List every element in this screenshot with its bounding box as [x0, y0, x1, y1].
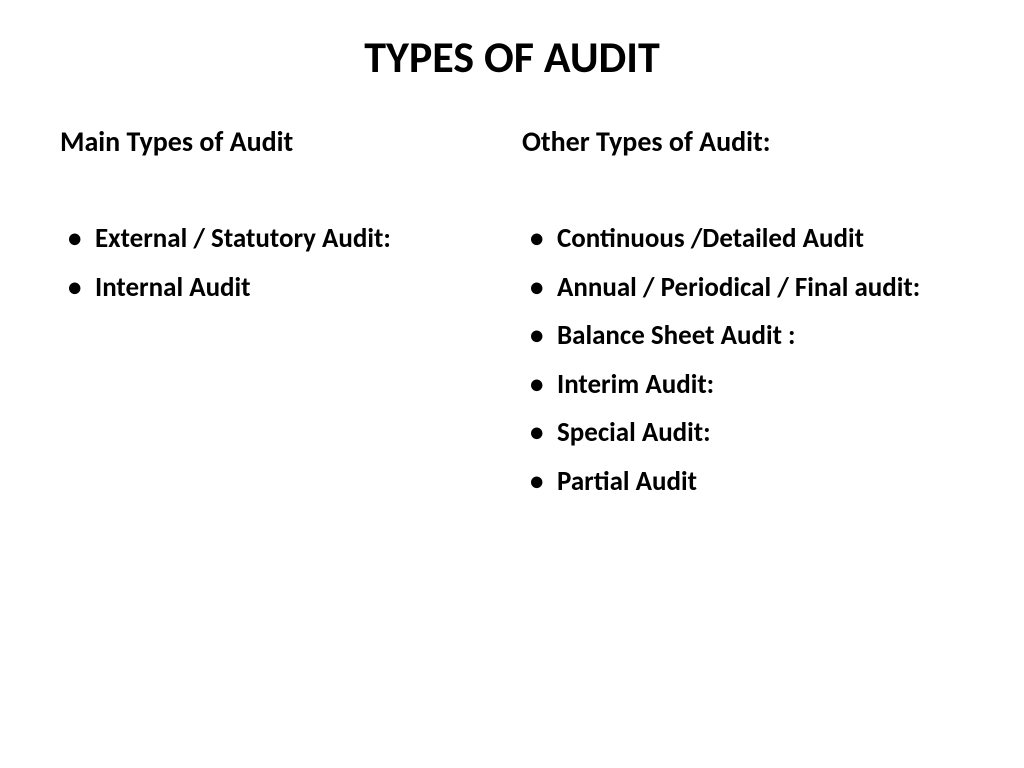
- left-column-heading: Main Types of Audit: [60, 124, 502, 159]
- list-item: Continuous /Detailed Audit: [522, 219, 964, 260]
- slide-title: TYPES OF AUDIT: [60, 30, 964, 84]
- list-item: Interim Audit:: [522, 365, 964, 406]
- left-column: Main Types of Audit External / Statutory…: [60, 124, 502, 510]
- list-item: Balance Sheet Audit :: [522, 316, 964, 357]
- list-item: Partial Audit: [522, 462, 964, 503]
- right-column-heading: Other Types of Audit:: [522, 124, 964, 159]
- list-item: Annual / Periodical / Final audit:: [522, 268, 964, 309]
- list-item: External / Statutory Audit:: [60, 219, 502, 260]
- right-column-list: Continuous /Detailed Audit Annual / Peri…: [522, 219, 964, 502]
- list-item: Internal Audit: [60, 268, 502, 309]
- list-item: Special Audit:: [522, 413, 964, 454]
- left-column-list: External / Statutory Audit: Internal Aud…: [60, 219, 502, 308]
- two-column-layout: Main Types of Audit External / Statutory…: [60, 124, 964, 510]
- right-column: Other Types of Audit: Continuous /Detail…: [522, 124, 964, 510]
